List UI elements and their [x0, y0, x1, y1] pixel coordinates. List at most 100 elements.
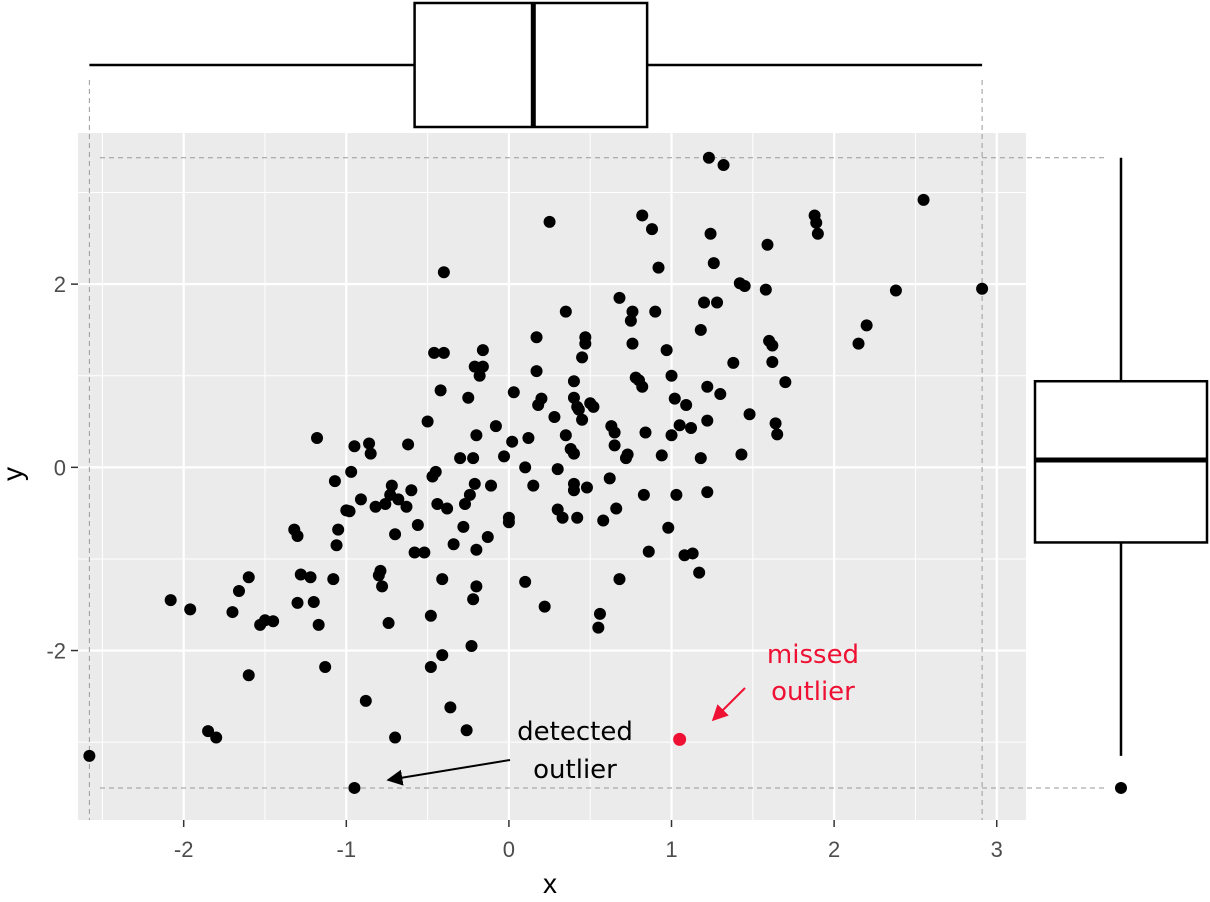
scatter-point: [603, 472, 616, 485]
scatter-point: [593, 607, 606, 620]
x-tick-label: 2: [828, 837, 840, 862]
scatter-point: [470, 543, 483, 556]
scatter-point: [291, 596, 304, 609]
x-axis-title: x: [543, 868, 557, 899]
scatter-point: [304, 571, 317, 584]
scatter-point: [369, 500, 382, 513]
scatter-point: [610, 502, 623, 515]
scatter-point: [766, 339, 779, 352]
scatter-points: [83, 151, 989, 794]
scatter-point: [485, 479, 498, 492]
scatter-point: [665, 369, 678, 382]
scatter-point: [376, 580, 389, 593]
scatter-point: [636, 380, 649, 393]
scatter-point: [743, 408, 756, 421]
scatter-point: [852, 337, 865, 350]
axis-ticks: [71, 283, 998, 827]
x-tick-label: 3: [991, 837, 1003, 862]
scatter-point: [761, 238, 774, 251]
scatter-point: [312, 618, 325, 631]
scatter-point: [917, 193, 930, 206]
missed-outlier-arrow: [711, 687, 746, 722]
scatter-point: [621, 448, 634, 461]
scatter-point: [457, 520, 470, 533]
scatter-point: [707, 257, 720, 270]
scatter-point: [613, 573, 626, 586]
scatter-point: [434, 384, 447, 397]
scatter-point: [576, 351, 589, 364]
scatter-point: [429, 465, 442, 478]
scatter-point: [572, 403, 585, 416]
scatter-point: [522, 432, 535, 445]
scatter-point: [385, 479, 398, 492]
scatter-point: [538, 600, 551, 613]
detected-outlier-annotation: detected outlier: [386, 717, 633, 786]
scatter-point: [662, 521, 675, 534]
grid-major: [78, 133, 1026, 820]
scatter-point: [701, 486, 714, 499]
scatter-point: [470, 580, 483, 593]
scatter-point: [330, 539, 343, 552]
scatter-point: [83, 749, 96, 762]
scatter-point: [543, 215, 556, 228]
scatter-point: [454, 452, 467, 465]
scatter-point: [408, 546, 421, 559]
axis-tick-labels: -2 -1 0 1 2 3 -2 0 2: [46, 272, 1002, 862]
scatter-point: [527, 479, 540, 492]
scatter-point: [424, 609, 437, 622]
scatter-point: [424, 661, 437, 674]
scatter-point: [354, 493, 367, 506]
scatter-point: [328, 475, 341, 488]
missed-outlier-point: [673, 732, 687, 746]
scatter-point: [382, 617, 395, 630]
scatter-point: [665, 429, 678, 442]
x-tick-label: -1: [337, 837, 357, 862]
detected-outlier-arrow: [386, 759, 511, 786]
scatter-point: [626, 337, 639, 350]
scatter-point: [411, 519, 424, 532]
scatter-point: [698, 296, 711, 309]
x-tick-label: 0: [503, 837, 515, 862]
scatter-point: [530, 365, 543, 378]
scatter-point: [580, 481, 593, 494]
scatter-point: [498, 450, 511, 463]
scatter-point: [686, 547, 699, 560]
scatter-point: [444, 701, 457, 714]
scatter-point: [670, 488, 683, 501]
scatter-point: [473, 369, 486, 382]
scatter-point: [389, 731, 402, 744]
scatter-point: [327, 573, 340, 586]
scatter-point: [576, 413, 589, 426]
scatter-point: [447, 538, 460, 551]
scatter-point: [400, 500, 413, 513]
scatter-point: [587, 400, 600, 413]
scatter-point: [428, 346, 441, 359]
y-box-outlier-point: [1115, 781, 1127, 794]
scatter-point: [436, 573, 449, 586]
scatter-point: [711, 296, 724, 309]
scatter-point: [624, 314, 637, 327]
y-axis-title: y: [0, 467, 28, 481]
scatter-point: [210, 731, 223, 744]
scatter-point: [184, 603, 197, 616]
scatter-point: [567, 484, 580, 497]
scatter-point: [470, 429, 483, 442]
scatter-point: [766, 356, 779, 368]
scatter-point: [608, 439, 621, 452]
scatter-point: [548, 410, 561, 423]
scatter-point: [694, 452, 707, 465]
scatter-point: [402, 438, 415, 451]
scatter-point: [345, 465, 358, 478]
scatter-point: [976, 282, 989, 295]
scatter-point: [779, 376, 792, 389]
scatter-point: [418, 546, 431, 559]
y-tick-label: -2: [46, 639, 66, 664]
scatter-point: [626, 305, 639, 318]
scatter-point: [506, 435, 519, 448]
scatter-point: [551, 463, 564, 476]
scatter-point: [530, 331, 543, 344]
scatter-point: [436, 649, 449, 662]
scatter-point: [467, 593, 480, 606]
scatter-point: [717, 159, 730, 172]
scatter-point: [860, 319, 873, 332]
